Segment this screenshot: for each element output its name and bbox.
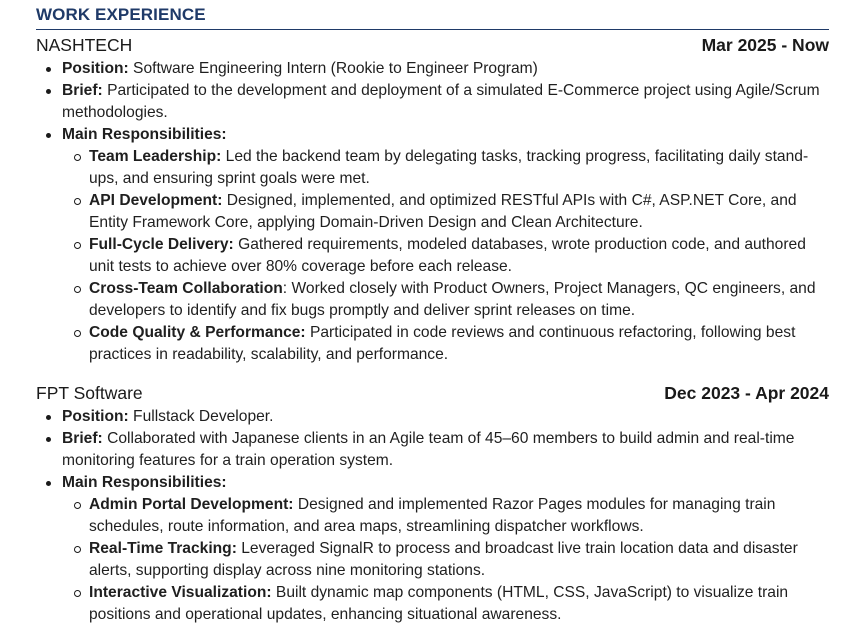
job-header: NASHTECH Mar 2025 - Now xyxy=(36,32,829,58)
responsibilities-list: Team Leadership: Led the backend team by… xyxy=(62,146,829,366)
responsibility-item: Code Quality & Performance: Participated… xyxy=(62,322,829,366)
job-dates: Dec 2023 - Apr 2024 xyxy=(664,383,829,403)
responsibility-item: Admin Portal Development: Designed and i… xyxy=(62,494,829,538)
job-details: Position: Software Engineering Intern (R… xyxy=(36,58,829,366)
responsibility-item: Team Leadership: Led the backend team by… xyxy=(62,146,829,190)
responsibility-text: Gathered requirements, modeled databases… xyxy=(89,236,806,275)
section-title: WORK EXPERIENCE xyxy=(36,4,829,30)
responsibility-label: API Development: xyxy=(89,192,223,209)
job-entry-fpt-software: FPT Software Dec 2023 - Apr 2024 Positio… xyxy=(36,380,829,626)
responsibility-label: Team Leadership: xyxy=(89,148,222,165)
responsibilities-item: Main Responsibilities: Admin Portal Deve… xyxy=(36,472,829,626)
responsibility-item: Cross-Team Collaboration: Worked closely… xyxy=(62,278,829,322)
brief-label: Brief: xyxy=(62,82,103,99)
position-item: Position: Fullstack Developer. xyxy=(36,406,829,428)
responsibility-text: Designed and implemented Razor Pages mod… xyxy=(89,496,776,535)
responsibility-label: Code Quality & Performance: xyxy=(89,324,306,341)
job-header: FPT Software Dec 2023 - Apr 2024 xyxy=(36,380,829,406)
brief-item: Brief: Collaborated with Japanese client… xyxy=(36,428,829,472)
brief-item: Brief: Participated to the development a… xyxy=(36,80,829,124)
responsibility-text: Built dynamic map components (HTML, CSS,… xyxy=(89,584,789,623)
job-details: Position: Fullstack Developer. Brief: Co… xyxy=(36,406,829,626)
position-item: Position: Software Engineering Intern (R… xyxy=(36,58,829,80)
job-entry-nashtech: NASHTECH Mar 2025 - Now Position: Softwa… xyxy=(36,32,829,366)
position-label: Position: xyxy=(62,60,129,77)
responsibilities-label: Main Responsibilities: xyxy=(62,474,227,491)
responsibilities-label: Main Responsibilities: xyxy=(62,126,227,143)
responsibilities-item: Main Responsibilities: Team Leadership: … xyxy=(36,124,829,366)
brief-text: Participated to the development and depl… xyxy=(62,82,820,121)
responsibility-label: Cross-Team Collaboration xyxy=(89,280,283,297)
responsibility-item: Full-Cycle Delivery: Gathered requiremen… xyxy=(62,234,829,278)
responsibility-item: API Development: Designed, implemented, … xyxy=(62,190,829,234)
position-text: Fullstack Developer. xyxy=(133,408,274,425)
brief-text: Collaborated with Japanese clients in an… xyxy=(62,430,795,469)
responsibility-text: Participated in code reviews and continu… xyxy=(89,324,796,363)
position-label: Position: xyxy=(62,408,129,425)
responsibilities-list: Admin Portal Development: Designed and i… xyxy=(62,494,829,626)
responsibility-label: Full-Cycle Delivery: xyxy=(89,236,234,253)
responsibility-label: Admin Portal Development: xyxy=(89,496,294,513)
company-name: NASHTECH xyxy=(36,35,133,55)
responsibility-text: Leveraged SignalR to process and broadca… xyxy=(89,540,798,579)
responsibility-label: Real-Time Tracking: xyxy=(89,540,237,557)
responsibility-label: Interactive Visualization: xyxy=(89,584,272,601)
position-text: Software Engineering Intern (Rookie to E… xyxy=(133,60,538,77)
responsibility-text: : Worked closely with Product Owners, Pr… xyxy=(89,280,816,319)
responsibility-text: Designed, implemented, and optimized RES… xyxy=(89,192,797,231)
resume-page: WORK EXPERIENCE NASHTECH Mar 2025 - Now … xyxy=(36,4,829,626)
company-name: FPT Software xyxy=(36,383,143,403)
responsibility-item: Interactive Visualization: Built dynamic… xyxy=(62,582,829,626)
responsibility-text: Led the backend team by delegating tasks… xyxy=(89,148,809,187)
job-dates: Mar 2025 - Now xyxy=(701,35,829,55)
brief-label: Brief: xyxy=(62,430,103,447)
responsibility-item: Real-Time Tracking: Leveraged SignalR to… xyxy=(62,538,829,582)
